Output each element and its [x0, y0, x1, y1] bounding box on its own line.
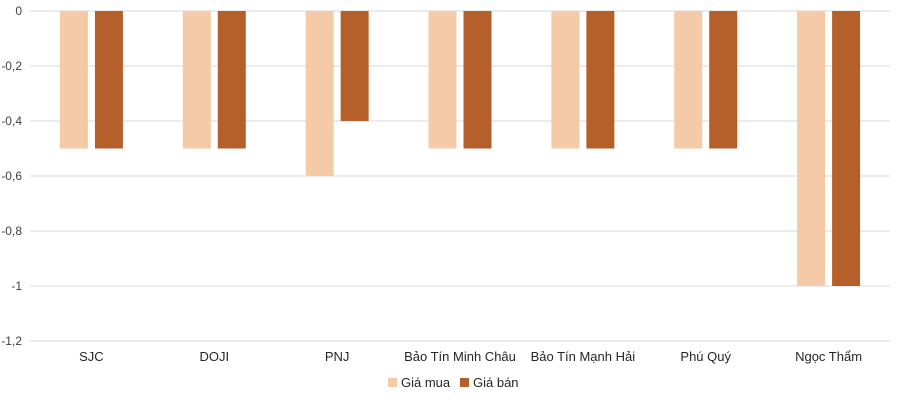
- bar-gia-mua: [428, 11, 457, 149]
- bar-gia-mua: [551, 11, 580, 149]
- legend: Giá mua Giá bán: [388, 375, 519, 390]
- bar-gia-mua: [674, 11, 703, 149]
- legend-label-gia-mua: Giá mua: [401, 375, 451, 390]
- bar-gia-mua: [59, 11, 88, 149]
- legend-swatch-gia-mua: [388, 378, 397, 387]
- x-tick-label: Bảo Tín Mạnh Hải: [531, 349, 636, 364]
- x-tick-label: Phú Quý: [680, 349, 731, 364]
- legend-swatch-gia-ban: [460, 378, 469, 387]
- bar-gia-ban: [463, 11, 492, 149]
- x-tick-label: DOJI: [199, 349, 229, 364]
- bar-gia-mua: [797, 11, 826, 286]
- gridlines: [30, 10, 890, 342]
- y-tick-label: -0,8: [1, 224, 22, 238]
- y-tick-label: -1,2: [1, 334, 22, 348]
- y-tick-label: -1: [11, 279, 22, 293]
- y-tick-label: -0,2: [1, 59, 22, 73]
- bar-gia-ban: [94, 11, 123, 149]
- x-tick-label: PNJ: [325, 349, 350, 364]
- y-tick-label: -0,6: [1, 169, 22, 183]
- bar-gia-mua: [182, 11, 211, 149]
- y-tick-label: 0: [15, 4, 22, 18]
- x-tick-label: Ngọc Thẩm: [795, 349, 862, 364]
- bars: [59, 11, 861, 286]
- bar-gia-mua: [305, 11, 334, 176]
- x-tick-label: SJC: [79, 349, 104, 364]
- bar-gia-ban: [340, 11, 369, 121]
- x-tick-label: Bảo Tín Minh Châu: [404, 349, 516, 364]
- bar-gia-ban: [217, 11, 246, 149]
- bar-gia-ban: [709, 11, 738, 149]
- bar-gia-ban: [832, 11, 861, 286]
- legend-label-gia-ban: Giá bán: [473, 375, 519, 390]
- y-axis: 0 -0,2 -0,4 -0,6 -0,8 -1 -1,2: [1, 4, 22, 348]
- y-tick-label: -0,4: [1, 114, 22, 128]
- x-axis: SJC DOJI PNJ Bảo Tín Minh Châu Bảo Tín Mạnh …: [79, 349, 862, 364]
- bar-gia-ban: [586, 11, 615, 149]
